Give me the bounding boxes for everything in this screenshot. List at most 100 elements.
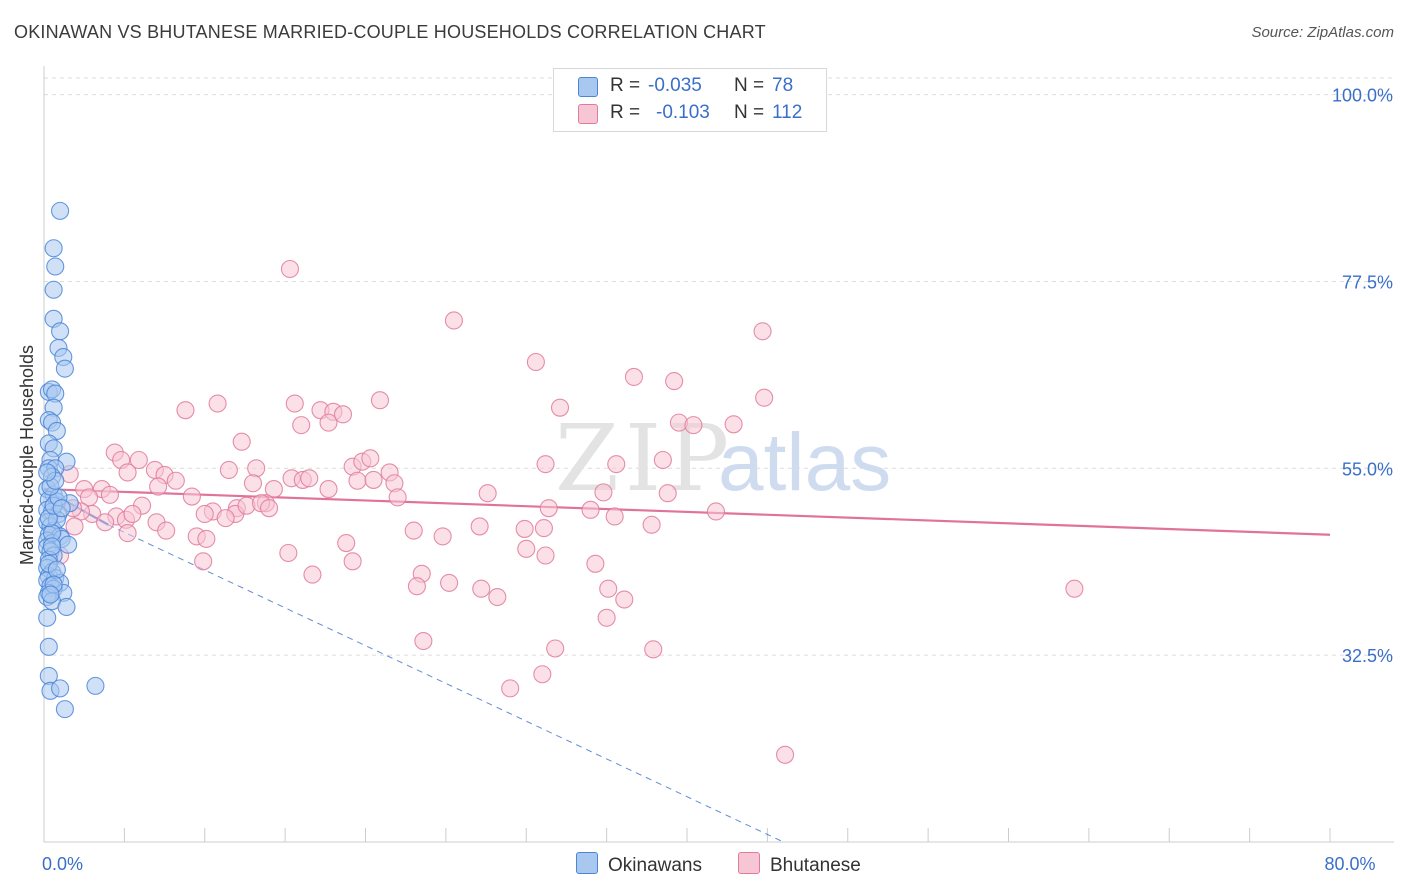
bhutanese-point: [533, 665, 552, 684]
okinawan-point: [39, 637, 58, 656]
bhutanese-point: [605, 507, 624, 526]
bhutanese-point: [370, 391, 390, 410]
bhutanese-point: [123, 504, 142, 524]
bhutanese-point: [488, 587, 507, 607]
bhutanese-point: [546, 639, 565, 658]
bhutanese-point: [300, 469, 319, 488]
bhutanese-point: [65, 517, 84, 536]
bhutanese-point: [755, 388, 774, 407]
bhutanese-point: [285, 394, 304, 413]
bhutanese-point: [118, 463, 137, 482]
okinawan-point: [51, 322, 70, 341]
bhutanese-point: [243, 474, 263, 493]
bhutanese-point: [337, 533, 356, 553]
okinawan-point: [38, 463, 57, 482]
n-value: 78: [772, 75, 794, 96]
bhutanese-point: [753, 322, 772, 341]
bhutanese-point: [607, 455, 626, 474]
bhutanese-label: Bhutanese: [770, 855, 861, 876]
n-value: 112: [772, 102, 803, 123]
bhutanese-point: [195, 504, 214, 524]
bhutanese-point: [259, 499, 279, 518]
r-value: -0.103: [656, 102, 710, 123]
bhutanese-point: [724, 415, 743, 434]
y-tick-label: 32.5%: [1342, 646, 1393, 666]
bhutanese-point: [292, 416, 311, 435]
bhutanese-point: [407, 577, 426, 596]
bhutanese-point: [581, 500, 600, 519]
bhutanese-point: [534, 519, 553, 538]
x-tick-label: 0.0%: [42, 854, 83, 874]
bhutanese-point: [319, 480, 338, 499]
bhutanese-point: [303, 565, 322, 584]
bhutanese-point: [232, 432, 251, 451]
okinawan-point: [52, 499, 71, 518]
okinawan-point: [51, 679, 70, 698]
bhutanese-point: [129, 450, 148, 470]
bhutanese-point: [515, 519, 534, 538]
bhutanese-point: [539, 499, 558, 518]
n-label: N =: [734, 102, 765, 123]
bhutanese-point: [444, 311, 463, 330]
okinawan-point: [55, 700, 74, 719]
bhutanese-point: [194, 552, 213, 571]
bhutanese-point: [157, 521, 176, 540]
okinawans-swatch: [576, 852, 598, 874]
bhutanese-point: [644, 640, 663, 659]
okinawan-point: [59, 535, 78, 554]
bhutanese-point: [247, 459, 266, 478]
bhutanese-point: [433, 527, 452, 546]
bhutanese-point: [536, 455, 555, 474]
bhutanese-point: [149, 477, 168, 496]
n-label: N =: [734, 75, 765, 96]
bhutanese-point: [706, 502, 725, 521]
bhutanese-point: [776, 745, 795, 764]
okinawan-point: [46, 257, 65, 276]
axes: [43, 66, 1394, 843]
okinawan-point: [57, 597, 76, 617]
bhutanese-point: [216, 509, 235, 528]
bhutanese-point: [550, 398, 570, 417]
trend-lines: [43, 487, 1331, 843]
y-tick-label: 100.0%: [1332, 86, 1393, 106]
bhutanese-point: [478, 484, 497, 503]
bhutanese-point: [594, 483, 613, 502]
bhutanese-point: [665, 372, 684, 391]
tick-labels: 100.0% 77.5% 55.0% 32.5% 0.0% 80.0%: [42, 86, 1393, 874]
bhutanese-point: [597, 608, 616, 627]
bhutanese-point: [684, 416, 703, 435]
bhutanese-point: [642, 515, 661, 534]
okinawan-point: [44, 239, 63, 258]
bhutanese-point: [501, 679, 520, 698]
bottom-legend-okinawans: Okinawans: [576, 852, 702, 877]
watermark-zip: ZIP: [555, 405, 735, 512]
bhutanese-point: [388, 488, 407, 507]
chart-title: OKINAWAN VS BHUTANESE MARRIED-COUPLE HOU…: [14, 22, 766, 42]
okinawan-trend-extension: [108, 524, 784, 843]
okinawan-point: [38, 608, 57, 627]
gridlines: [44, 77, 1394, 656]
bhutanese-point: [599, 579, 618, 598]
bhutanese-point: [280, 259, 299, 279]
bhutanese-point: [176, 401, 195, 420]
bhutanese-point: [319, 413, 338, 432]
bhutanese-point: [208, 394, 227, 413]
okinawan-point: [86, 676, 105, 695]
x-tick-label: 80.0%: [1324, 854, 1375, 874]
bhutanese-point: [333, 405, 353, 424]
r-label: R =: [610, 102, 641, 123]
source-label: Source: ZipAtlas.com: [1251, 24, 1394, 41]
bhutanese-point: [404, 521, 423, 540]
y-axis-label: Married-couple Households: [17, 345, 37, 565]
data-points: [38, 201, 1084, 764]
bhutanese-point: [118, 524, 137, 543]
r-label: R =: [610, 75, 641, 96]
okinawan-point: [44, 280, 63, 299]
okinawan-point: [41, 585, 60, 604]
bottom-legend-bhutanese: Bhutanese: [738, 852, 861, 877]
bhutanese-point: [517, 539, 536, 558]
bhutanese-point: [96, 513, 115, 532]
bhutanese-point: [343, 552, 362, 571]
bhutanese-point: [658, 484, 677, 503]
